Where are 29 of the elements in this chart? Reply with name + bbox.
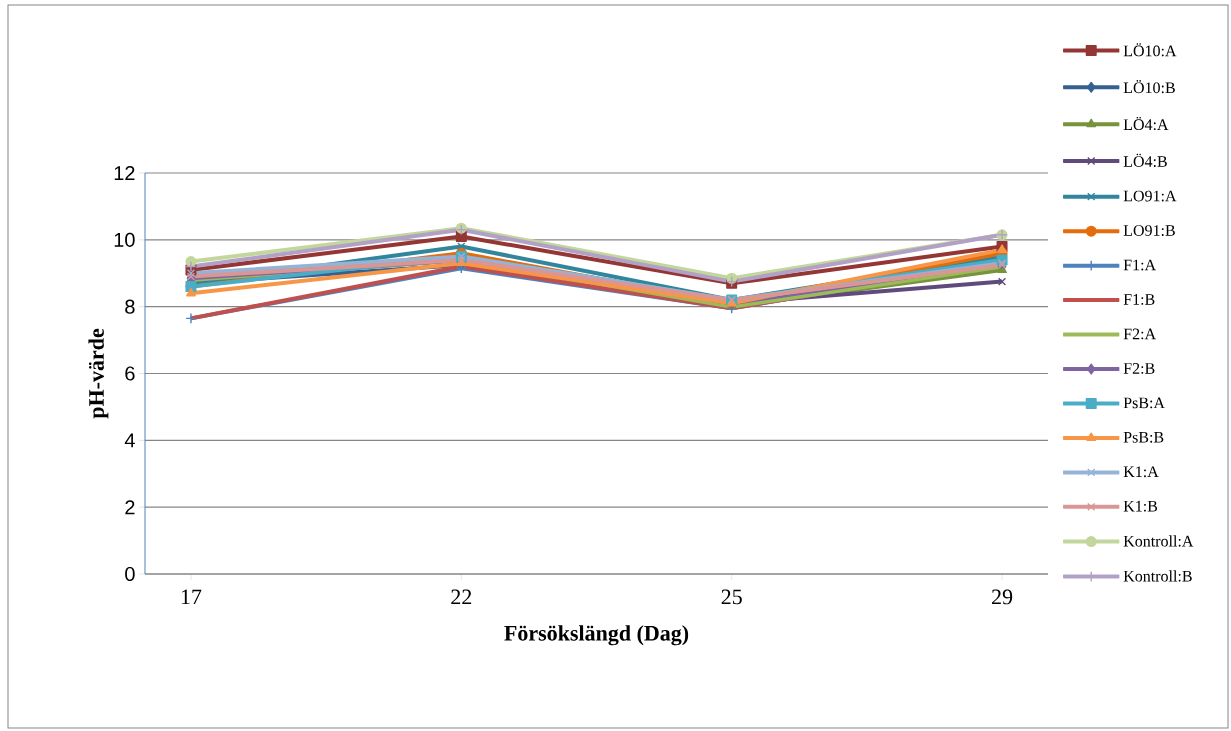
y-tick-label: 2 xyxy=(125,500,135,515)
legend-label: LÖ4:B xyxy=(1123,153,1167,167)
legend-label: F1:B xyxy=(1123,294,1155,305)
legend-label: K1:B xyxy=(1123,500,1158,512)
y-tick-label: 10 xyxy=(114,232,135,247)
legend-label: PsB:B xyxy=(1123,432,1164,443)
y-axis-title: pH-värde xyxy=(88,328,109,419)
legend-label: LÖ10:A xyxy=(1123,43,1177,57)
x-axis-title: Försökslängd (Dag) xyxy=(504,625,689,646)
y-tick-label: 4 xyxy=(124,433,135,448)
legend-label: F2:B xyxy=(1123,363,1155,374)
x-tick-label: 25 xyxy=(721,589,742,605)
y-tick-label: 6 xyxy=(125,366,135,381)
legend-label: LÖ4:A xyxy=(1123,116,1169,131)
legend-label: LO91:B xyxy=(1123,225,1175,236)
legend-label: K1:A xyxy=(1123,466,1159,478)
legend-label: PsB:A xyxy=(1123,397,1165,409)
legend-label: LO91:A xyxy=(1123,190,1177,202)
y-tick-label: 0 xyxy=(125,566,135,582)
legend-label: Kontroll:B xyxy=(1123,570,1192,582)
legend-label: F1:A xyxy=(1123,259,1156,271)
y-tick-label: 12 xyxy=(114,166,135,180)
x-tick-label: 17 xyxy=(181,589,202,605)
legend-label: LÖ10:B xyxy=(1123,80,1175,94)
y-tick-label: 8 xyxy=(125,299,135,314)
x-tick-label: 29 xyxy=(992,589,1013,605)
legend-label: Kontroll:A xyxy=(1123,535,1194,547)
legend-label: F2:A xyxy=(1123,328,1156,340)
x-tick-label: 22 xyxy=(451,589,472,605)
